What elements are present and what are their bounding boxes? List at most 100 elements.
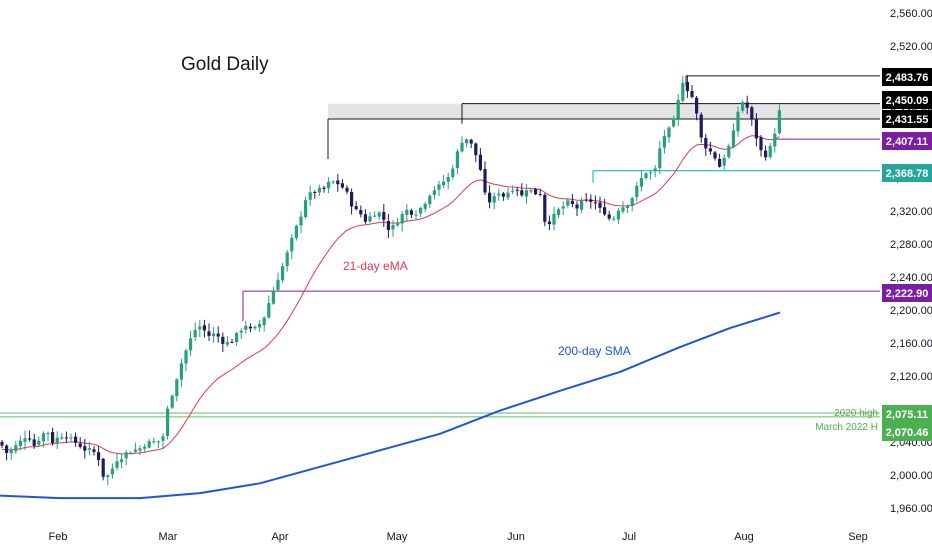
candle-body [432, 190, 436, 195]
y-tick-label: 2,240.00 [890, 272, 932, 284]
candle-body [92, 449, 96, 452]
candle-body [722, 157, 726, 166]
price-badge-label: 2,431.55 [886, 114, 929, 126]
candle-body [64, 437, 68, 439]
note-2020-high: 2020 high [834, 408, 878, 419]
candle-body [87, 448, 91, 450]
y-tick-label: 2,000.00 [890, 470, 932, 482]
candle-body [575, 204, 579, 209]
candle-body [414, 214, 418, 216]
candle-body [216, 333, 220, 337]
candle-body [405, 209, 409, 215]
candle-body [244, 325, 248, 330]
candle-body [492, 196, 496, 203]
candle-body [368, 216, 372, 222]
x-tick-label: Jun [507, 531, 525, 543]
candle-body [253, 326, 257, 329]
candles [0, 75, 781, 486]
candle-body [745, 102, 749, 108]
y-tick-label: 2,200.00 [890, 305, 932, 317]
candle-body [354, 206, 358, 210]
candle-body [589, 199, 593, 202]
candle-body [764, 150, 768, 158]
candle-body [198, 326, 202, 330]
y-tick-label: 2,280.00 [890, 239, 932, 251]
candle-body [566, 200, 570, 206]
x-tick-label: Feb [49, 531, 68, 543]
candle-body [271, 290, 275, 304]
candle-body [731, 130, 735, 148]
x-tick-label: Mar [159, 531, 178, 543]
y-tick-label: 2,320.00 [890, 206, 932, 218]
candle-body [750, 107, 754, 120]
candle-body [359, 210, 363, 215]
candle-body [754, 118, 758, 139]
note-march-2022-high: March 2022 H [815, 422, 878, 433]
candle-body [106, 475, 110, 477]
candle-body [400, 213, 404, 224]
candle-body [373, 215, 377, 217]
candle-body [166, 408, 170, 437]
candle-body [736, 111, 740, 132]
resistance-zone [328, 103, 880, 119]
candle-body [777, 110, 781, 134]
candle-body [152, 441, 156, 443]
x-tick-label: May [387, 531, 408, 543]
candle-body [759, 137, 763, 151]
candle-body [635, 185, 639, 197]
price-badge-label: 2,483.76 [886, 72, 929, 84]
candle-body [193, 329, 197, 338]
y-tick-label: 2,560.00 [890, 8, 932, 20]
candle-body [299, 216, 303, 226]
candle-body [55, 437, 59, 444]
candle-body [603, 207, 607, 215]
price-badge-label: 2,368.78 [886, 168, 929, 180]
candle-body [60, 437, 64, 439]
price-badge-label: 2,222.90 [886, 288, 929, 300]
candle-body [653, 168, 657, 172]
candle-body [612, 218, 616, 220]
candle-body [350, 191, 354, 207]
price-badge-label: 2,450.09 [886, 95, 929, 107]
candle-body [419, 207, 423, 214]
candle-body [690, 90, 694, 97]
candle-body [129, 452, 133, 454]
candle-body [175, 379, 179, 397]
x-axis: Feb Mar Apr May Jun Jul Aug Sep [49, 531, 868, 543]
candle-body [281, 266, 285, 281]
candle-body [488, 192, 492, 203]
candle-body [391, 224, 395, 230]
candle-body [428, 195, 432, 205]
price-badge [882, 68, 932, 86]
candle-body [455, 151, 459, 169]
candle-body [451, 168, 455, 178]
candle-body [501, 193, 505, 197]
candle-body [322, 187, 326, 189]
y-tick-label: 2,520.00 [890, 41, 932, 53]
candle-body [41, 433, 45, 442]
candle-body [239, 330, 243, 333]
candle-body [681, 82, 685, 101]
candle-body [442, 181, 446, 186]
price-badge [882, 423, 932, 441]
candle-body [179, 363, 183, 380]
candle-body [547, 221, 551, 225]
candle-body [156, 441, 160, 443]
candle-body [345, 187, 349, 192]
x-tick-label: Apr [271, 531, 288, 543]
candle-body [23, 438, 27, 442]
candle-body [667, 127, 671, 138]
candle-body [225, 342, 229, 345]
candle-body [124, 452, 128, 459]
x-tick-label: Sep [848, 531, 868, 543]
candle-body [695, 97, 699, 114]
candle-body [377, 212, 381, 217]
candle-body [644, 173, 648, 178]
candle-body [230, 342, 234, 344]
candle-body [672, 118, 676, 127]
candle-body [97, 452, 101, 460]
candle-body [313, 192, 317, 194]
candle-body [184, 350, 188, 364]
candle-body [524, 190, 528, 197]
candle-body [51, 432, 55, 444]
